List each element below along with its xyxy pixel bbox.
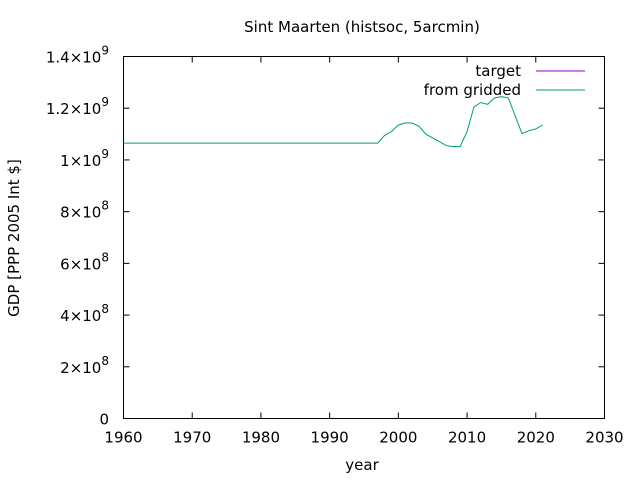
x-tick-label: 1980	[242, 429, 280, 447]
y-tick-label: 0	[99, 411, 109, 429]
y-tick-label: 1.2×109	[46, 95, 109, 118]
y-tick-label: 2×108	[60, 354, 109, 377]
x-tick-label: 1970	[173, 429, 211, 447]
x-tick-label: 2030	[585, 429, 623, 447]
y-axis-label: GDP [PPP 2005 Int $]	[5, 159, 23, 317]
series-line-1	[123, 96, 543, 147]
x-tick-label: 1960	[104, 429, 142, 447]
x-tick-label: 2020	[517, 429, 555, 447]
x-axis: 1960 1970 1980 1990 2000 2010 2020 2030	[104, 56, 624, 447]
y-axis: 0 2×108 4×108 6×108 8×108 1×109 1.2×109 1.4×109	[46, 44, 605, 429]
y-tick-label: 6×108	[60, 250, 109, 273]
x-tick-label: 2000	[379, 429, 417, 447]
y-tick-label: 1×109	[60, 147, 109, 170]
plot-frame	[123, 56, 605, 419]
x-axis-label: year	[345, 456, 379, 474]
legend-label: from gridded	[424, 81, 521, 99]
x-tick-label: 1990	[311, 429, 349, 447]
legend-label: target	[475, 62, 521, 80]
y-tick-label: 1.4×109	[46, 44, 109, 67]
x-tick-label: 2010	[448, 429, 486, 447]
y-tick-label: 4×108	[60, 302, 109, 325]
chart-title: Sint Maarten (histsoc, 5arcmin)	[244, 18, 480, 36]
y-tick-label: 8×108	[60, 199, 109, 222]
plot-lines	[123, 96, 543, 147]
